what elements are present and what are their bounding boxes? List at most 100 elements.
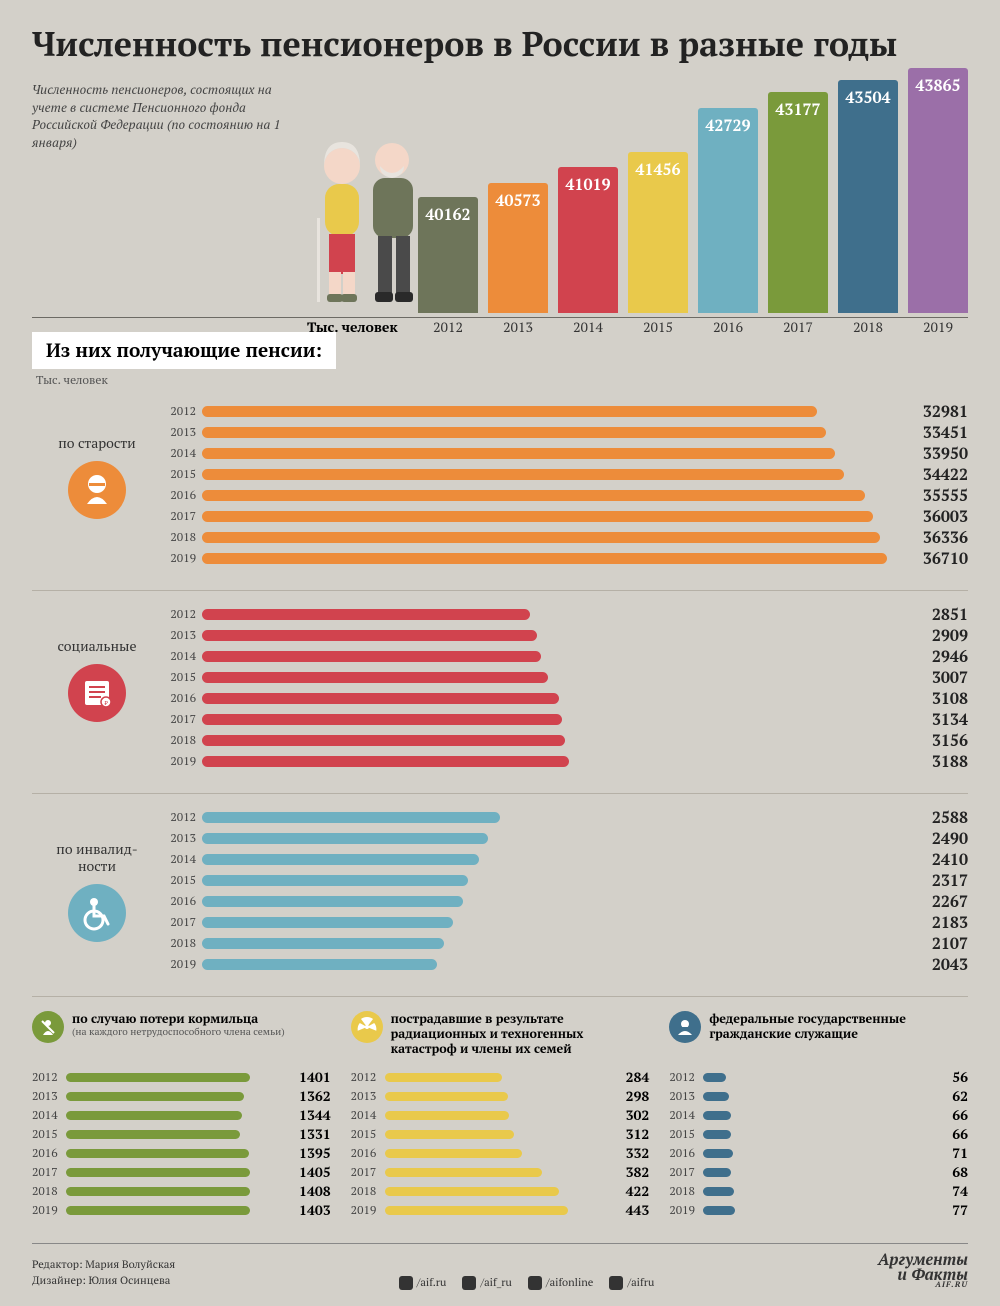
top-bar-chart: Численность пенсионеров, состоящих на уч… xyxy=(32,61,968,341)
page-subtitle: Численность пенсионеров, состоящих на уч… xyxy=(32,81,292,151)
row-year: 2014 xyxy=(669,1108,703,1123)
row-value: 68 xyxy=(914,1163,968,1182)
editor-name: Мария Волуйская xyxy=(85,1258,175,1272)
row-year: 2017 xyxy=(162,915,202,930)
row-year: 2016 xyxy=(32,1146,66,1161)
row-bar xyxy=(66,1092,244,1101)
row-bar xyxy=(202,469,844,480)
row-value: 2490 xyxy=(898,827,968,849)
row-year: 2019 xyxy=(162,957,202,972)
row-year: 2014 xyxy=(162,649,202,664)
row-year: 2015 xyxy=(162,670,202,685)
credits: Редактор: Мария Волуйская Дизайнер: Юлия… xyxy=(32,1258,175,1290)
row-bar xyxy=(703,1111,730,1120)
top-bar: 41456 xyxy=(628,152,688,313)
row-year: 2018 xyxy=(162,733,202,748)
pension-group-social: социальные₽20122851201329092014294620153… xyxy=(32,605,968,773)
row-bar xyxy=(385,1149,522,1158)
data-row: 20142410 xyxy=(162,850,968,868)
row-bar xyxy=(385,1092,508,1101)
aif-logo: Аргументы и Факты AIF.RU xyxy=(878,1252,968,1290)
data-row: 20121401 xyxy=(32,1069,331,1086)
data-row: 2014 2946 xyxy=(162,647,968,665)
row-bar xyxy=(202,714,562,725)
data-row: 201874 xyxy=(669,1183,968,1200)
row-year: 2018 xyxy=(32,1184,66,1199)
row-value: 56 xyxy=(914,1068,968,1087)
designer-label: Дизайнер: xyxy=(32,1274,86,1288)
top-bar-value: 41019 xyxy=(558,173,618,195)
row-year: 2017 xyxy=(162,712,202,727)
social-ok[interactable]: /aifru xyxy=(609,1276,654,1290)
social-handle: /aifonline xyxy=(546,1276,594,1290)
infographic-page: Численность пенсионеров в России в разны… xyxy=(0,0,1000,1306)
row-year: 2016 xyxy=(162,894,202,909)
row-bar xyxy=(385,1111,510,1120)
row-bar xyxy=(66,1168,250,1177)
row-bar xyxy=(202,875,468,886)
row-bar xyxy=(66,1111,242,1120)
row-year: 2019 xyxy=(669,1203,703,1218)
top-bar: 42729 xyxy=(698,108,758,314)
row-bar xyxy=(703,1168,731,1177)
data-row: 20183156 xyxy=(162,731,968,749)
social-handle: /aifru xyxy=(627,1276,654,1290)
data-row: 201232981 xyxy=(162,402,968,420)
data-row: 201566 xyxy=(669,1126,968,1143)
row-value: 1401 xyxy=(277,1068,331,1087)
data-row: 201256 xyxy=(669,1069,968,1086)
row-year: 2017 xyxy=(162,509,202,524)
data-row: 20151331 xyxy=(32,1126,331,1143)
data-row: 2017382 xyxy=(351,1164,650,1181)
row-year: 2014 xyxy=(162,446,202,461)
data-row: 2019443 xyxy=(351,1202,650,1219)
row-bar xyxy=(385,1187,559,1196)
social-twitter[interactable]: /aifonline xyxy=(528,1276,594,1290)
row-bar xyxy=(202,672,548,683)
social-vk[interactable]: /aif_ru xyxy=(462,1276,511,1290)
row-bar xyxy=(66,1187,250,1196)
row-bar xyxy=(202,448,835,459)
divider xyxy=(32,996,968,997)
row-bar xyxy=(66,1130,240,1139)
top-bar: 43865 xyxy=(908,68,968,313)
row-year: 2017 xyxy=(351,1165,385,1180)
row-year: 2014 xyxy=(32,1108,66,1123)
social-facebook[interactable]: /aif.ru xyxy=(399,1276,447,1290)
row-bar xyxy=(202,854,479,865)
data-row: 2012284 xyxy=(351,1069,650,1086)
row-year: 2013 xyxy=(162,831,202,846)
row-bar xyxy=(202,406,817,417)
row-value: 2946 xyxy=(898,645,968,667)
row-year: 2015 xyxy=(162,873,202,888)
data-row: 2014302 xyxy=(351,1107,650,1124)
row-bar xyxy=(202,735,565,746)
top-bar: 43177 xyxy=(768,92,828,313)
row-bar xyxy=(385,1168,543,1177)
top-chart-units: Тыс. человек xyxy=(307,318,398,337)
row-bar xyxy=(202,630,537,641)
row-value: 422 xyxy=(595,1182,649,1201)
row-year: 2017 xyxy=(669,1165,703,1180)
data-row: 2019 36710 xyxy=(162,549,968,567)
row-value: 1403 xyxy=(277,1201,331,1220)
data-row: 20141344 xyxy=(32,1107,331,1124)
data-row: 20122851 xyxy=(162,605,968,623)
age-icon xyxy=(68,461,126,519)
row-value: 2107 xyxy=(898,932,968,954)
federal-icon xyxy=(669,1011,701,1043)
row-value: 2410 xyxy=(898,848,968,870)
top-bar-value: 41456 xyxy=(628,158,688,180)
row-year: 2019 xyxy=(162,551,202,566)
row-value: 36710 xyxy=(898,547,968,569)
top-bar-year: 2014 xyxy=(558,318,618,337)
data-row: 201836336 xyxy=(162,528,968,546)
row-bar xyxy=(385,1206,568,1215)
row-bar xyxy=(703,1073,726,1082)
group-label: по инвалид-ности xyxy=(32,842,162,876)
data-row: 201977 xyxy=(669,1202,968,1219)
row-bar xyxy=(66,1073,250,1082)
row-value: 36336 xyxy=(898,526,968,548)
data-row: 201333451 xyxy=(162,423,968,441)
editor-label: Редактор: xyxy=(32,1258,83,1272)
